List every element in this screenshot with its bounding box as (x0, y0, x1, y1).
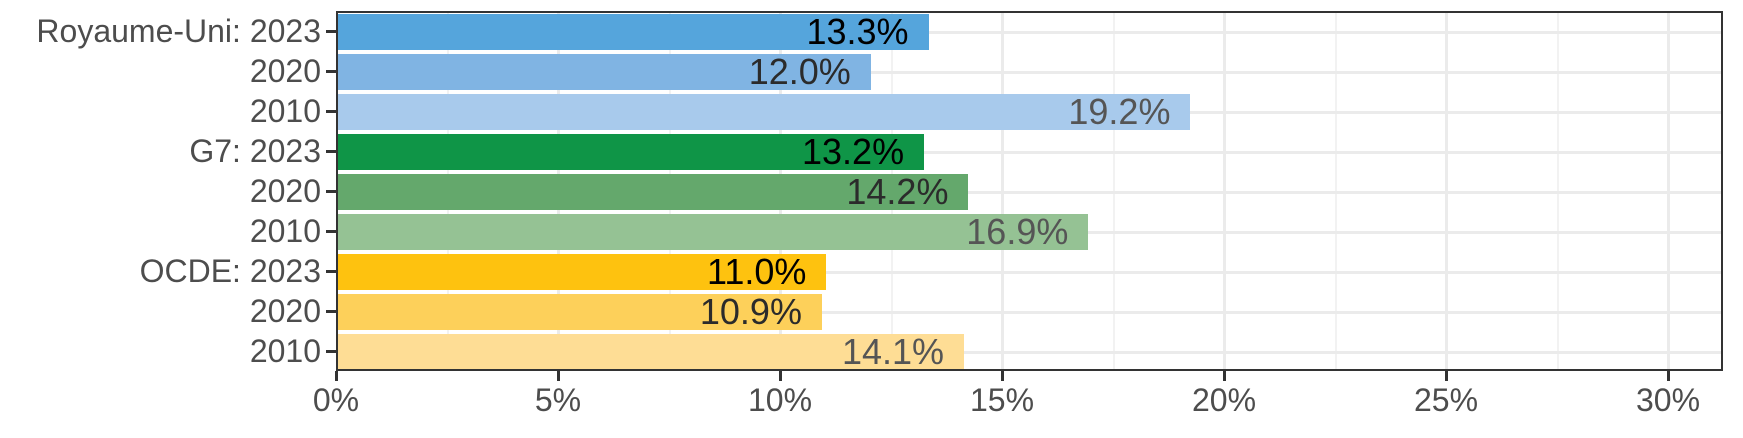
x-tick-mark (1222, 371, 1226, 381)
bar (338, 174, 969, 210)
bar (338, 134, 925, 170)
y-tick-mark (326, 109, 336, 113)
plot-panel: 13.3% 12.0% 19.2% 13.2% 14.2% 16.9% 11.0% 10.9%… (336, 11, 1723, 371)
x-tick-label: 25% (1413, 382, 1479, 418)
y-tick-mark (326, 29, 336, 33)
y-tick-label: Royaume-Uni: 2023 (36, 13, 321, 49)
bar-value-label: 12.0% (748, 51, 851, 92)
bar-value-label: 13.3% (806, 11, 909, 52)
bar (338, 14, 929, 50)
y-tick-label: 2010 (249, 333, 321, 369)
bar (338, 254, 827, 290)
y-tick-label: 2010 (249, 93, 321, 129)
x-tick-mark (778, 371, 782, 381)
y-tick-label: 2010 (249, 213, 321, 249)
row-gridline (338, 70, 1721, 74)
x-tick-label: 10% (747, 382, 813, 418)
bar-value-label: 14.2% (846, 171, 949, 212)
y-tick-mark (326, 349, 336, 353)
row-gridline (338, 270, 1721, 274)
x-tick-label: 30% (1635, 382, 1701, 418)
x-tick-label: 20% (1191, 382, 1257, 418)
y-tick-mark (326, 69, 336, 73)
bar-value-label: 16.9% (966, 211, 1069, 252)
bar (338, 334, 965, 369)
y-tick-mark (326, 189, 336, 193)
bar (338, 294, 822, 330)
x-tick-mark (1444, 371, 1448, 381)
x-tick-label: 0% (312, 382, 360, 418)
y-tick-label: 2020 (249, 293, 321, 329)
y-tick-mark (326, 229, 336, 233)
bar (338, 94, 1191, 130)
bar-value-label: 11.0% (706, 251, 807, 292)
row-gridline (338, 350, 1721, 354)
y-tick-label: G7: 2023 (189, 133, 321, 169)
x-tick-label: 5% (534, 382, 582, 418)
row-gridline (338, 30, 1721, 34)
x-tick-mark (1666, 371, 1670, 381)
bar (338, 214, 1089, 250)
row-gridline (338, 150, 1721, 154)
bar-value-label: 10.9% (699, 291, 802, 332)
row-gridline (338, 310, 1721, 314)
bar-value-label: 14.1% (841, 331, 945, 371)
bar-value-label: 19.2% (1068, 91, 1171, 132)
bar (338, 54, 871, 90)
x-tick-mark (556, 371, 560, 381)
y-tick-label: 2020 (249, 53, 321, 89)
y-tick-label: 2020 (249, 173, 321, 209)
y-tick-mark (326, 149, 336, 153)
bar-value-label: 13.2% (802, 131, 905, 172)
y-tick-mark (326, 309, 336, 313)
row-gridline (338, 190, 1721, 194)
x-tick-label: 15% (969, 382, 1035, 418)
x-tick-mark (1000, 371, 1004, 381)
y-tick-label: OCDE: 2023 (139, 253, 321, 289)
x-tick-mark (334, 371, 338, 381)
y-tick-mark (326, 269, 336, 273)
